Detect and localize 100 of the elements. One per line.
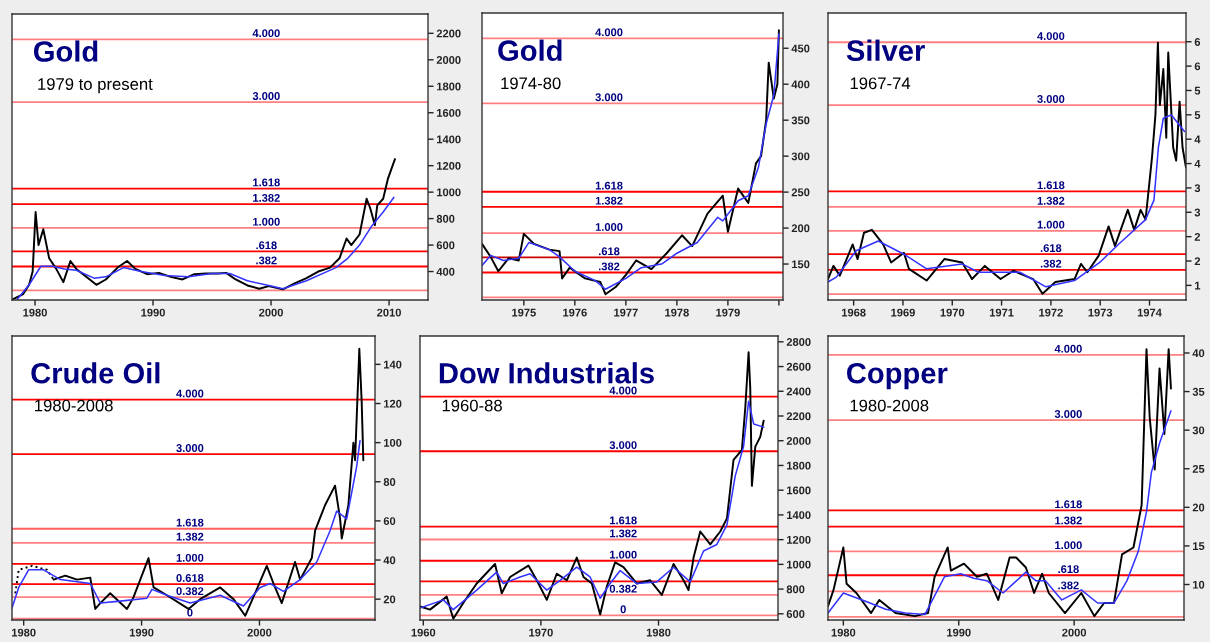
x-tick-label: 1972 [1039, 308, 1063, 317]
y-tick-label: 25 [1192, 465, 1205, 473]
text: 1974-80 [501, 77, 561, 90]
y-tick-label: 2000 [786, 436, 811, 445]
y-tick-label: 2600 [786, 362, 811, 371]
annotation: 1.382 [610, 529, 637, 538]
line-series [828, 41, 1186, 295]
y-tick-label: 10 [1193, 580, 1205, 589]
y-tick-label: 2800 [786, 338, 811, 346]
annotation: 4.000 [1054, 344, 1082, 353]
annotation: .618 [256, 241, 277, 250]
y-tick-label: 3 [1194, 208, 1201, 217]
text: 1980-2008 [35, 399, 113, 412]
annotation: .618 [1040, 244, 1062, 252]
y-tick-label: 400 [436, 267, 455, 276]
y-tick-label: 250 [791, 188, 810, 197]
y-tick-label: 2 [1194, 232, 1201, 241]
x-tick-label: 1977 [614, 308, 638, 317]
y-tick-label: 1000 [787, 560, 811, 569]
x-tick-label: 1970 [529, 628, 553, 637]
annotation: 1.618 [595, 181, 623, 190]
annotation: 1.618 [176, 518, 204, 527]
line-series [12, 439, 361, 609]
annotation: 1.618 [1037, 181, 1065, 190]
annotation: 4.000 [176, 389, 204, 398]
y-tick-label: 2000 [436, 56, 461, 64]
y-tick-label: 2200 [786, 412, 811, 421]
y-tick-label: 1000 [437, 188, 461, 197]
annotation: 4.000 [252, 29, 280, 38]
annotation: 0.382 [609, 584, 637, 593]
x-tick-label: 2000 [247, 628, 272, 637]
text: Crude Oil [31, 362, 160, 384]
annotation: .618 [598, 247, 620, 256]
y-tick-label: 40 [1192, 349, 1205, 358]
annotation: 1.382 [1037, 196, 1065, 205]
annotation: 4.000 [1037, 32, 1065, 41]
annotation: 0.618 [176, 574, 204, 582]
text: Gold [34, 40, 98, 62]
y-tick-label: 35 [1192, 387, 1205, 396]
y-tick-label: 60 [383, 517, 396, 526]
x-tick-label: 1960 [411, 628, 436, 637]
line-series [420, 351, 765, 620]
text: Copper [847, 362, 948, 390]
x-tick-label: 1976 [563, 308, 587, 317]
y-tick-label: 1400 [787, 511, 811, 520]
y-tick-label: 200 [791, 224, 810, 233]
y-tick-label: 800 [436, 214, 455, 223]
annotation: 3.000 [609, 441, 637, 450]
annotation: 3.000 [176, 444, 204, 452]
annotation: 3.000 [595, 93, 623, 102]
annotation: 1.382 [176, 532, 204, 541]
y-tick-label: 2 [1194, 257, 1201, 266]
annotation: .618 [1058, 565, 1079, 574]
x-tick-label: 1990 [129, 628, 154, 637]
annotation: 1.000 [176, 553, 204, 562]
x-tick-label: 1968 [841, 308, 866, 317]
line-series [828, 410, 1172, 616]
annotation: 1.618 [610, 516, 637, 525]
x-tick-label: 1969 [891, 308, 915, 317]
x-tick-label: 1980 [12, 628, 36, 637]
y-tick-label: 1200 [437, 161, 461, 170]
annotation: 3.000 [252, 92, 280, 100]
annotation: 1.000 [595, 223, 623, 231]
y-tick-label: 20 [1192, 503, 1205, 512]
y-tick-label: 3 [1194, 184, 1201, 193]
text: Silver [846, 39, 925, 62]
y-tick-label: 6 [1194, 62, 1201, 71]
y-tick-label: 800 [786, 585, 805, 594]
annotation: 0 [187, 608, 193, 617]
x-tick-label: 1990 [141, 308, 165, 317]
annotation: 3.000 [1037, 95, 1065, 103]
y-tick-label: 350 [791, 116, 810, 125]
annotation: .382 [598, 262, 620, 271]
annotation: .382 [1058, 581, 1079, 590]
annotation: 1.382 [595, 196, 623, 205]
annotation: 0.382 [176, 587, 204, 596]
y-tick-label: 4 [1194, 159, 1201, 168]
text: 1979 to present [38, 78, 153, 94]
x-tick-label: 2000 [1062, 628, 1087, 637]
y-tick-label: 5 [1194, 111, 1201, 119]
y-tick-label: 600 [786, 610, 805, 618]
x-tick-label: 1980 [831, 628, 856, 637]
y-tick-label: 150 [792, 260, 810, 269]
y-tick-label: 450 [791, 44, 810, 53]
y-tick-label: 1400 [437, 135, 461, 144]
text: Dow Industrials [439, 362, 654, 384]
annotation: 1.000 [253, 217, 280, 226]
x-tick-label: 1978 [665, 308, 689, 317]
annotation: 1.000 [1037, 220, 1065, 229]
y-tick-label: 100 [384, 438, 402, 447]
y-tick-label: 20 [383, 595, 396, 604]
x-tick-label: 1970 [940, 308, 965, 317]
annotation: .382 [1040, 259, 1062, 268]
y-tick-label: 120 [384, 399, 402, 408]
y-tick-label: 2200 [436, 29, 461, 38]
y-tick-label: 1600 [787, 486, 811, 495]
annotation: 0 [620, 605, 626, 614]
x-tick-label: 1973 [1088, 308, 1113, 317]
line-series [828, 114, 1186, 288]
x-tick-label: 1975 [512, 308, 536, 317]
